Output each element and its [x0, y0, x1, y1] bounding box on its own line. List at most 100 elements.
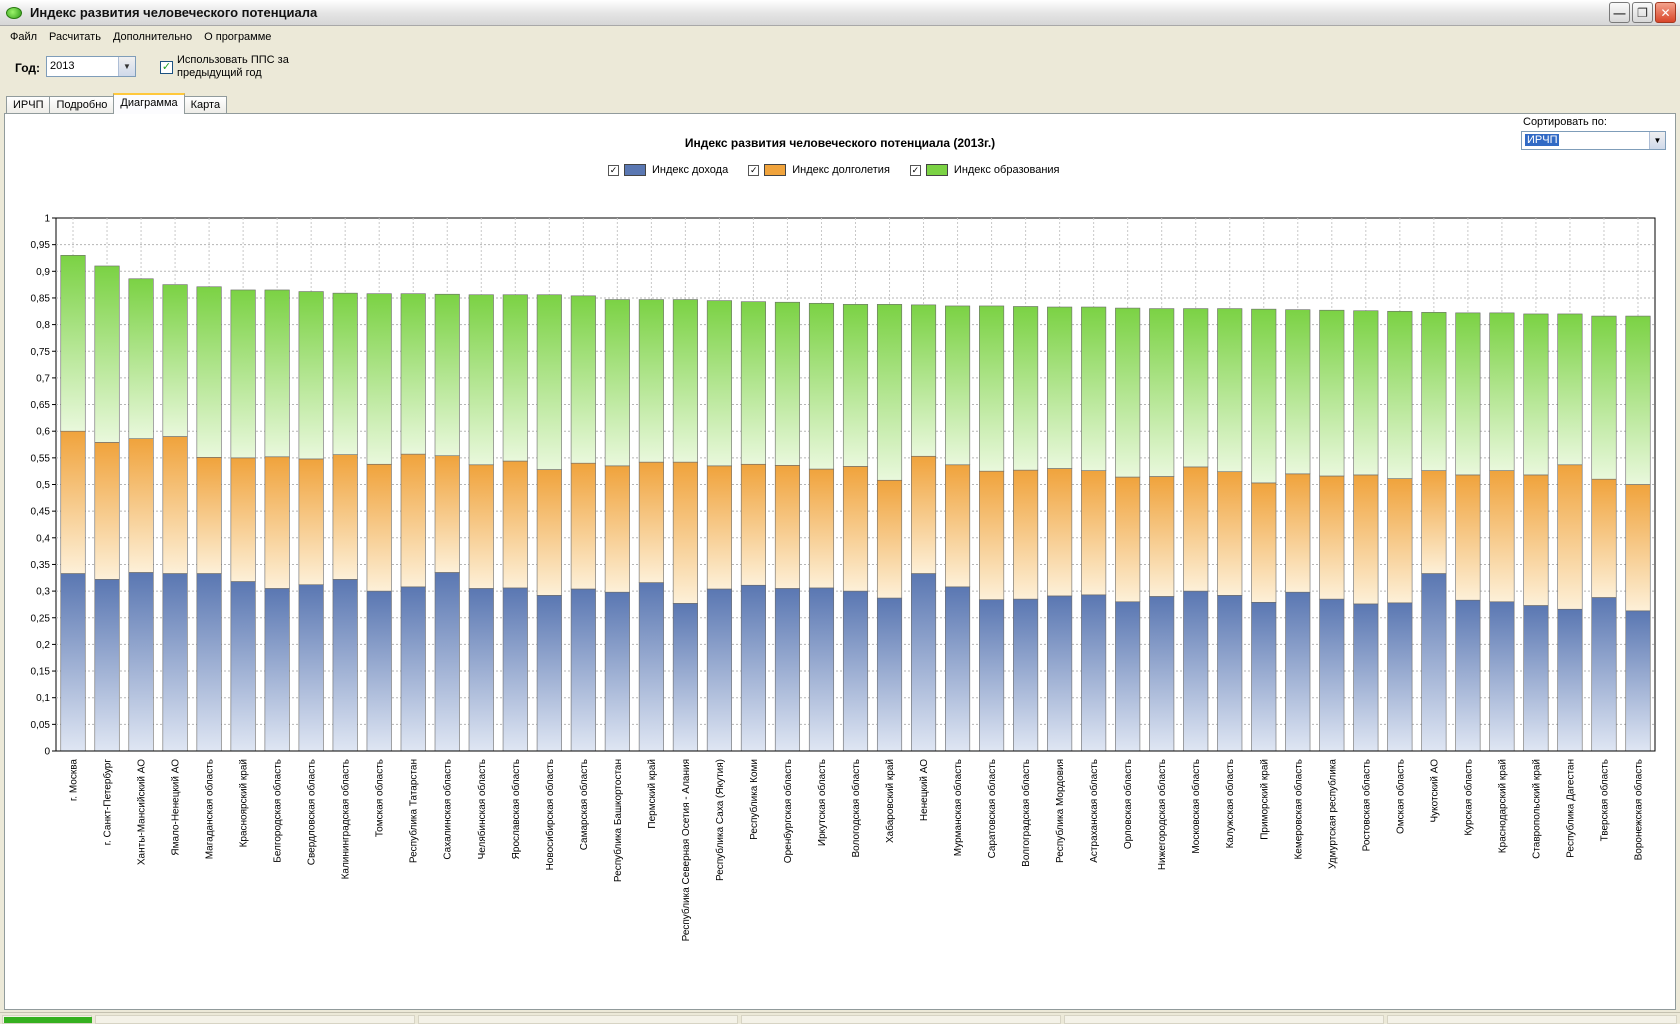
bar-education: [1081, 306, 1107, 471]
bar-longevity: [1183, 466, 1209, 592]
bar-education: [1455, 312, 1481, 476]
legend-education-checkbox[interactable]: ✓: [909, 164, 921, 176]
y-tick-label: 0,5: [36, 480, 50, 491]
legend-longevity-swatch: [764, 164, 787, 176]
status-cell-1: [95, 1015, 415, 1024]
menu-calculate[interactable]: Расчитать: [49, 31, 101, 43]
tab-irchp[interactable]: ИРЧП: [6, 96, 51, 114]
x-tick-label: Белгородская область: [272, 759, 284, 863]
bar-education: [1115, 307, 1141, 478]
x-tick-label: г. Санкт-Петербург: [102, 759, 114, 846]
legend-income-label: Индекс дохода: [652, 164, 729, 176]
bar-longevity: [1489, 470, 1515, 603]
bar-longevity: [1523, 474, 1549, 606]
x-tick-label: г. Москва: [69, 759, 80, 802]
legend-item-education[interactable]: ✓ Индекс образования: [909, 164, 1060, 176]
x-tick-label: Свердловская область: [306, 759, 318, 865]
legend-longevity-label: Индекс долголетия: [792, 164, 890, 176]
tab-map[interactable]: Карта: [183, 96, 228, 114]
x-tick-label: Тверская область: [1598, 759, 1610, 841]
x-tick-label: Чукотский АО: [1429, 759, 1440, 823]
x-tick-label: Ненецкий АО: [919, 759, 930, 821]
bar-income: [1217, 595, 1243, 752]
menu-file[interactable]: Файл: [10, 31, 38, 43]
x-tick-label: Вологодская область: [850, 759, 862, 858]
bar-income: [1013, 598, 1039, 752]
bar-longevity: [162, 436, 188, 574]
sort-chevron-down-icon[interactable]: ▼: [1649, 132, 1665, 149]
bar-longevity: [638, 461, 664, 583]
x-tick-label: Ставропольский край: [1531, 759, 1542, 859]
bar-income: [842, 590, 869, 752]
bar-longevity: [570, 462, 596, 590]
x-tick-label: Кемеровская область: [1292, 759, 1304, 860]
tab-strip: ИРЧП Подробно Диаграмма Карта: [6, 93, 228, 114]
bar-longevity: [468, 464, 494, 589]
sort-label: Сортировать по:: [1523, 116, 1607, 128]
bar-education: [842, 304, 869, 467]
bar-longevity: [1625, 484, 1651, 612]
year-select[interactable]: 2013 ▼: [46, 56, 136, 77]
progress-fill: [4, 1017, 92, 1023]
x-tick-label: Краснодарский край: [1497, 759, 1508, 853]
x-tick-label: Самарская область: [578, 759, 590, 850]
menu-about[interactable]: О программе: [204, 31, 272, 43]
bar-longevity: [1455, 474, 1481, 601]
menu-additional[interactable]: Дополнительно: [112, 31, 193, 43]
tab-detailed[interactable]: Подробно: [49, 96, 115, 114]
y-tick-label: 0,25: [31, 613, 51, 624]
x-tick-label: Орловская область: [1122, 759, 1134, 849]
pps-checkbox[interactable]: ✓: [160, 61, 173, 74]
bar-longevity: [332, 454, 358, 580]
sort-value: ИРЧП: [1525, 134, 1560, 146]
bar-income: [876, 597, 903, 752]
legend-income-swatch: [624, 164, 646, 176]
y-tick-label: 0,55: [31, 453, 51, 464]
x-tick-label: Московская область: [1190, 759, 1202, 854]
bar-longevity: [298, 458, 324, 586]
status-cell-2: [418, 1015, 738, 1024]
bar-education: [298, 291, 324, 460]
tab-diagram[interactable]: Диаграмма: [113, 93, 185, 114]
close-icon[interactable]: ✕: [1655, 2, 1676, 23]
bar-income: [332, 579, 358, 752]
status-progress: [2, 1015, 92, 1024]
bar-income: [536, 595, 562, 752]
x-tick-label: Ярославская область: [510, 759, 522, 859]
bar-longevity: [230, 457, 256, 582]
maximize-icon[interactable]: ❐: [1632, 2, 1653, 23]
bar-education: [434, 293, 460, 457]
bar-income: [1251, 601, 1277, 752]
sort-select[interactable]: ИРЧП ▼: [1521, 131, 1666, 150]
chart-legend: ✓ Индекс дохода ✓ Индекс долголетия ✓ Ин…: [608, 164, 1080, 176]
minimize-icon[interactable]: —: [1609, 2, 1630, 23]
y-tick-label: 0,85: [31, 293, 51, 304]
menu-bar: Файл Расчитать Дополнительно О программе: [0, 27, 1680, 47]
bar-education: [332, 292, 358, 455]
x-tick-label: Хабаровский край: [884, 759, 896, 843]
bar-longevity: [774, 465, 801, 589]
bar-education: [60, 255, 86, 432]
bar-education: [740, 301, 766, 465]
bar-education: [1353, 310, 1379, 476]
bar-income: [1353, 603, 1379, 752]
bar-income: [1625, 610, 1651, 752]
bar-income: [1421, 573, 1447, 752]
bar-income: [1387, 602, 1413, 752]
legend-item-income[interactable]: ✓ Индекс дохода: [608, 164, 728, 176]
bar-longevity: [945, 464, 971, 588]
bar-education: [910, 304, 937, 457]
x-tick-label: Ростовская область: [1360, 759, 1372, 851]
bar-longevity: [604, 465, 630, 593]
legend-income-checkbox[interactable]: ✓: [608, 164, 619, 176]
y-tick-label: 0,95: [31, 240, 51, 251]
bar-income: [1047, 595, 1073, 752]
y-tick-label: 1: [44, 214, 50, 225]
bar-longevity: [536, 469, 562, 596]
bar-longevity: [1353, 474, 1379, 605]
legend-longevity-checkbox[interactable]: ✓: [748, 164, 760, 176]
chevron-down-icon[interactable]: ▼: [118, 57, 135, 76]
bar-education: [162, 284, 188, 437]
bar-longevity: [910, 455, 937, 574]
legend-item-longevity[interactable]: ✓ Индекс долголетия: [748, 164, 890, 176]
